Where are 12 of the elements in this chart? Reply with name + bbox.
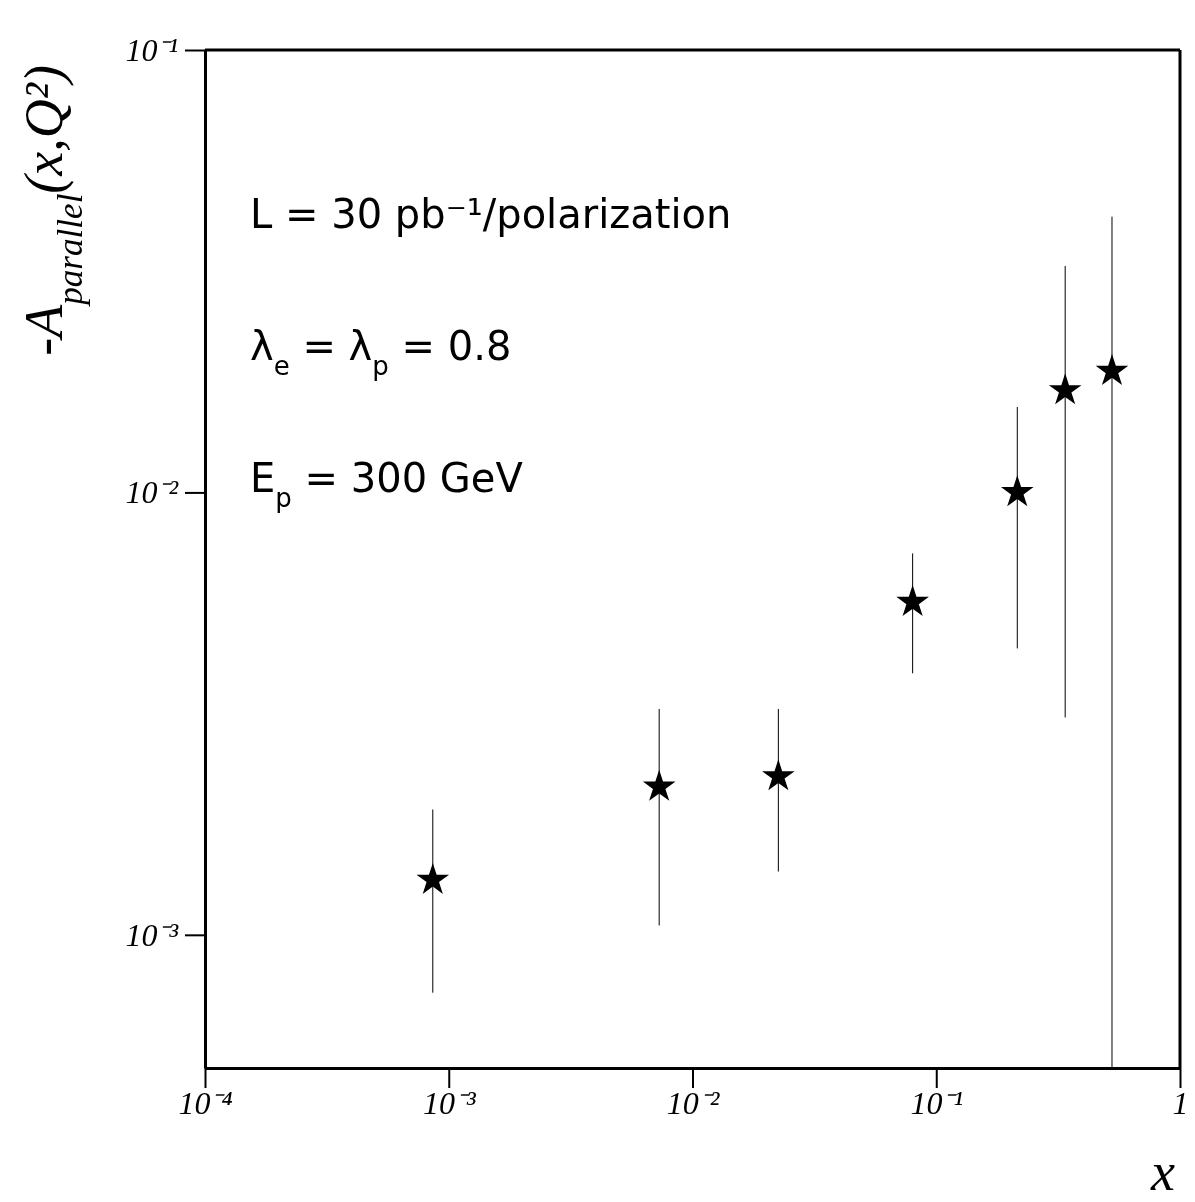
x-tick-label: 10⁻⁴ (178, 1084, 233, 1121)
y-tick-label: 10⁻¹ (125, 31, 178, 68)
x-axis-title: x (1150, 1142, 1176, 1202)
x-tick-label: 1 (1172, 1084, 1189, 1121)
annotation: λ$_{e}$ = λ$_{p}$ = 0.8 (250, 323, 512, 381)
annotation: E$_{p}$ = 300 GeV (250, 455, 524, 513)
x-tick-label: 10⁻¹ (910, 1084, 964, 1121)
x-tick-label: 10⁻² (666, 1084, 721, 1121)
y-tick-label: 10⁻³ (125, 916, 179, 953)
annotation: L = 30 pb⁻¹/polarization (250, 191, 732, 237)
y-tick-label: 10⁻² (125, 474, 180, 511)
x-tick-label: 10⁻³ (422, 1084, 476, 1121)
